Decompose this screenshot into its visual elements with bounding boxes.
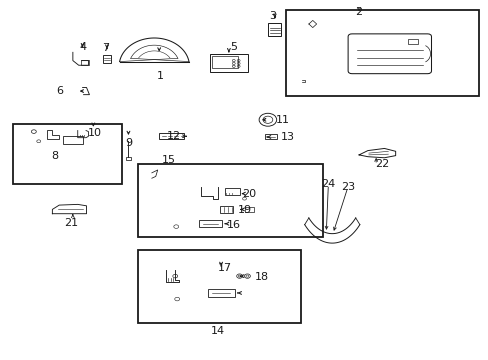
Text: 15: 15 xyxy=(162,155,176,165)
Bar xyxy=(209,54,247,72)
Text: 8: 8 xyxy=(51,150,58,161)
Text: 11: 11 xyxy=(275,115,289,125)
Bar xyxy=(102,55,111,63)
Text: 12: 12 xyxy=(166,131,181,141)
Text: 10: 10 xyxy=(88,129,102,138)
Text: 23: 23 xyxy=(340,182,354,192)
Text: 7: 7 xyxy=(102,44,109,53)
Text: 6: 6 xyxy=(57,86,63,96)
Text: 13: 13 xyxy=(280,132,294,142)
Text: 19: 19 xyxy=(237,206,251,216)
Text: 22: 22 xyxy=(374,159,388,169)
Bar xyxy=(126,157,131,160)
Text: 4: 4 xyxy=(79,42,86,52)
Text: 21: 21 xyxy=(64,218,78,228)
Text: 14: 14 xyxy=(210,326,224,336)
Bar xyxy=(159,134,183,139)
Bar xyxy=(219,206,233,213)
Text: 20: 20 xyxy=(242,189,256,199)
Text: 17: 17 xyxy=(218,263,232,273)
Text: 24: 24 xyxy=(321,179,335,189)
Bar xyxy=(138,250,300,323)
Bar xyxy=(268,23,281,36)
Bar xyxy=(244,207,253,212)
Text: 18: 18 xyxy=(254,272,268,282)
Bar xyxy=(13,125,122,184)
Bar xyxy=(63,136,82,144)
Bar xyxy=(407,39,417,44)
Bar xyxy=(212,56,238,68)
Bar xyxy=(285,10,478,96)
Bar xyxy=(138,164,322,237)
Bar xyxy=(264,134,277,139)
Text: 16: 16 xyxy=(226,220,240,230)
Text: 3: 3 xyxy=(269,11,276,21)
Text: 2: 2 xyxy=(355,7,362,17)
Bar xyxy=(81,60,89,64)
Text: 9: 9 xyxy=(124,139,132,148)
Text: 1: 1 xyxy=(157,71,164,81)
Bar xyxy=(224,188,239,195)
Text: 5: 5 xyxy=(230,42,237,52)
Bar xyxy=(207,289,234,297)
Bar xyxy=(198,220,222,227)
